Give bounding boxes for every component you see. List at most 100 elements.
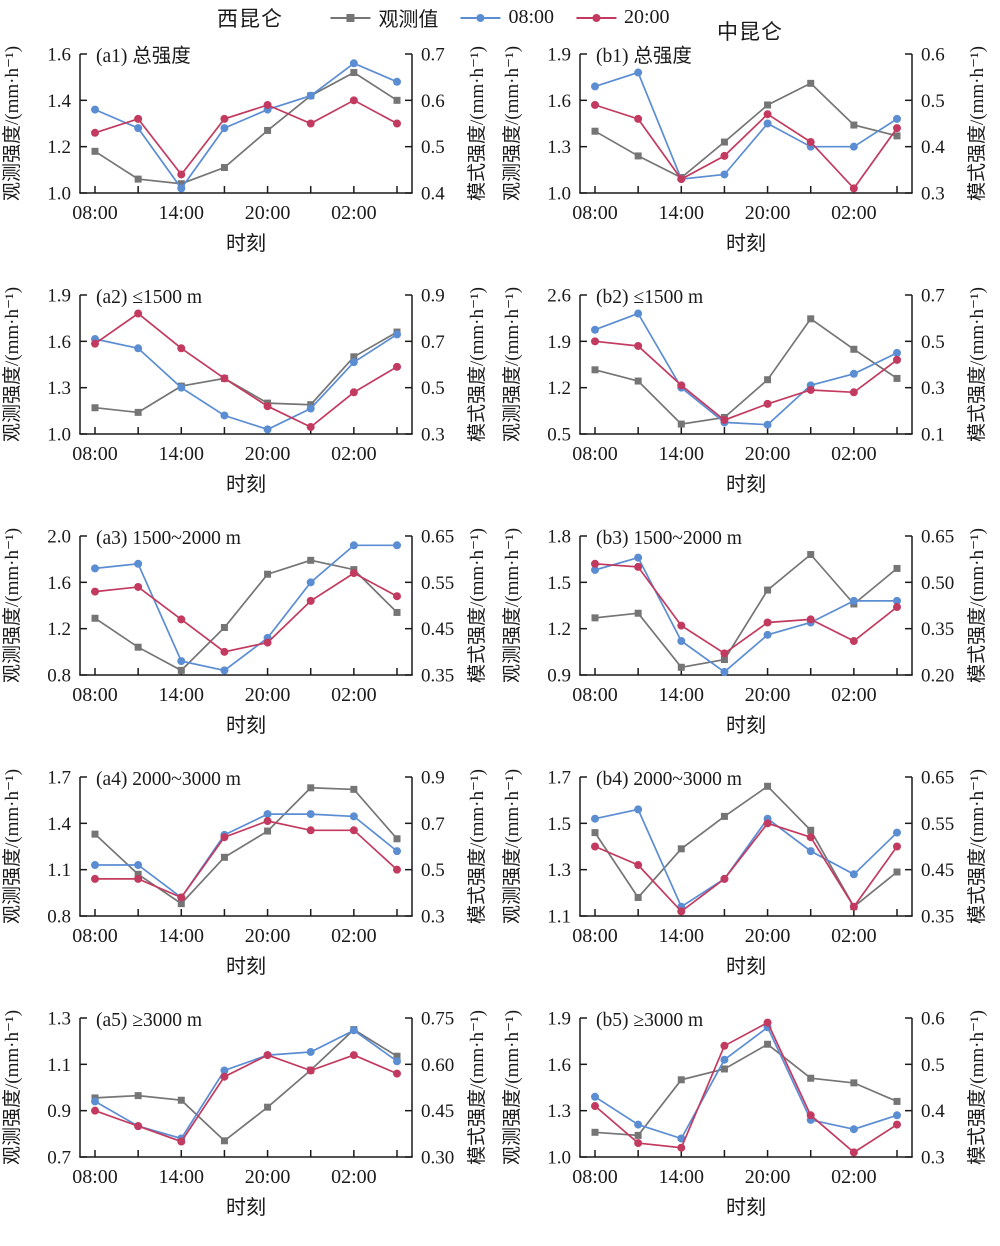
data-point [393,330,401,339]
data-point [720,170,729,179]
series-line [594,785,898,908]
data-point [807,551,815,559]
data-point [349,541,358,550]
left-tick-label: 0.5 [547,425,571,446]
data-point [306,1066,315,1075]
data-point [134,124,143,133]
data-point [634,1131,642,1139]
right-tick-label: 0.30 [421,1148,454,1169]
chart-panel-a3: 0.8 1.2 1.6 2.0 0.35 0.45 0.55 0.65 08:00 14:00 20… [0,518,500,759]
x-tick-label: 08:00 [72,1166,118,1188]
data-point [763,399,772,408]
data-point [893,1111,901,1120]
left-tick-label: 0.7 [47,1148,71,1169]
left-tick-label: 0.8 [47,666,71,687]
x-tick-label: 14:00 [659,684,705,706]
chart-panel-b2: 0.5 1.2 1.9 2.6 0.1 0.3 0.5 0.7 08:00 14:00 20:00 0… [500,277,1000,518]
right-tick-label: 0.35 [921,619,954,640]
data-point [634,1139,643,1148]
data-point [806,385,815,394]
right-tick-label: 0.5 [921,332,945,353]
x-tick-label: 20:00 [245,443,291,465]
right-axis-title: 模式强度/(mm·h⁻¹) [466,46,488,201]
data-point [220,124,229,133]
data-point [634,114,643,123]
data-point [220,647,229,656]
data-point [591,829,599,837]
chart-a5: 0.7 0.9 1.1 1.3 0.30 0.45 0.60 0.75 08:00 14:00 20… [1,1009,488,1220]
x-tick-label: 02:00 [331,684,377,706]
data-point [306,810,315,819]
x-tick-label: 20:00 [745,684,791,706]
left-tick-label: 1.6 [47,573,71,594]
left-tick-label: 1.7 [547,768,571,789]
series-line [594,1025,898,1140]
data-point [634,609,642,617]
data-point [393,592,401,601]
x-tick-label: 02:00 [331,443,377,465]
series-line [94,1028,398,1142]
data-point [307,784,315,792]
x-tick-label: 02:00 [331,202,377,224]
legend-item-2000: 20:00 [576,6,670,29]
right-tick-label: 0.9 [421,768,445,789]
data-point [91,1097,99,1106]
left-tick-label: 1.2 [47,137,71,158]
data-point [264,126,272,134]
x-axis-title: 时刻 [226,232,266,255]
data-point [893,828,901,837]
data-point [393,835,401,843]
left-axis-title: 观测强度/(mm·h⁻¹) [1,528,23,683]
x-tick-label: 14:00 [659,443,705,465]
left-tick-label: 1.9 [47,286,71,307]
right-axis-title: 模式强度/(mm·h⁻¹) [966,46,988,201]
series-line [594,1021,898,1154]
data-point [393,865,401,874]
data-point [634,152,642,160]
right-tick-label: 0.35 [421,666,454,687]
data-point [850,121,858,129]
data-point [177,1096,185,1104]
figure-header: 西昆仑 观测值 08:00 20:00 中昆仑 [0,0,1000,44]
chart-grid: 1.0 1.2 1.4 1.6 0.4 0.5 0.6 0.7 08:00 14:00 20:00 0… [0,36,1000,1241]
series-line [94,1029,398,1140]
right-tick-label: 0.45 [421,1101,454,1122]
data-point [91,830,99,838]
data-point [850,1079,858,1087]
right-axis-title: 模式强度/(mm·h⁻¹) [466,1010,488,1165]
right-tick-label: 0.50 [921,573,954,594]
left-tick-label: 1.2 [47,619,71,640]
left-tick-label: 1.6 [547,1055,571,1076]
data-point [764,586,772,594]
chart-a4: 0.8 1.1 1.4 1.7 0.3 0.5 0.7 0.9 08:00 14:00 20:00 0… [1,768,488,979]
data-point [91,404,99,412]
data-point [393,847,401,856]
data-point [807,826,815,834]
data-point [720,874,729,883]
data-point [591,1128,599,1136]
legend-label-0800: 08:00 [508,6,554,28]
legend-label-observed: 观测值 [378,9,439,31]
left-tick-label: 1.0 [547,184,571,205]
data-point [806,615,815,624]
data-point [893,842,901,851]
left-axis-title: 观测强度/(mm·h⁻¹) [501,1010,523,1165]
data-point [134,861,143,870]
data-point [134,643,142,651]
series-line [94,99,398,176]
data-point [263,402,272,411]
data-point [177,900,185,908]
data-point [134,559,143,568]
left-axis-title: 观测强度/(mm·h⁻¹) [1,769,23,924]
x-axis-title: 时刻 [226,714,266,737]
left-tick-label: 1.9 [547,1009,571,1030]
data-point [264,1103,272,1111]
legend: 观测值 08:00 20:00 [330,3,670,32]
right-tick-label: 0.5 [921,91,945,112]
data-point [893,1120,901,1129]
data-point [807,315,815,323]
data-point [306,119,315,128]
series-line [594,808,898,908]
left-tick-label: 1.6 [47,45,71,66]
